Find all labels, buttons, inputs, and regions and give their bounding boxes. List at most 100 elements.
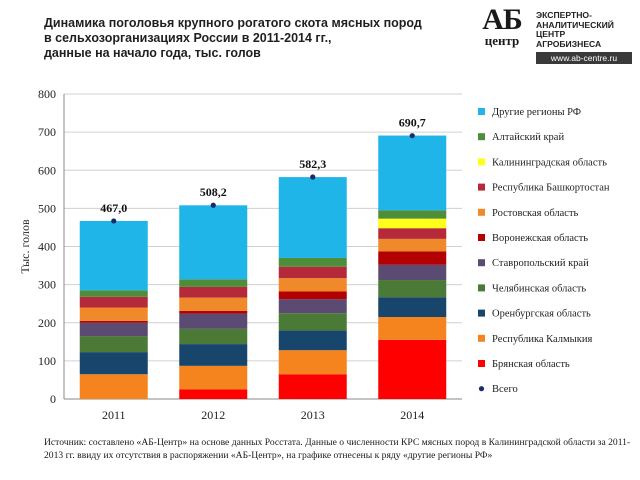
legend-label: Ставропольский край bbox=[492, 258, 589, 269]
legend-swatch bbox=[478, 133, 485, 141]
bar-segment bbox=[79, 220, 148, 291]
legend-label: Воронежская область bbox=[492, 233, 588, 244]
source-note: Источник: составлено «АБ-Центр» на основ… bbox=[44, 437, 631, 461]
chart-title-line-3: данные на начало года, тыс. голов bbox=[44, 46, 261, 60]
y-tick-label: 700 bbox=[38, 125, 56, 139]
logo-desc-line-1: ЭКСПЕРТНО- bbox=[536, 10, 592, 20]
legend-label: Республика Башкортостан bbox=[492, 183, 610, 194]
legend-swatch bbox=[478, 259, 485, 267]
logo-description: ЭКСПЕРТНО- АНАЛИТИЧЕСКИЙ ЦЕНТР АГРОБИЗНЕ… bbox=[536, 10, 636, 49]
total-data-label: 508,2 bbox=[200, 185, 227, 199]
total-data-label: 467,0 bbox=[100, 201, 127, 215]
legend-swatch bbox=[478, 234, 485, 241]
legend-marker-total bbox=[478, 386, 485, 392]
y-tick-label: 500 bbox=[38, 201, 56, 215]
bar-segment bbox=[278, 291, 347, 300]
total-point bbox=[111, 218, 117, 224]
y-tick-label: 300 bbox=[38, 278, 56, 292]
bar-segment bbox=[378, 280, 447, 298]
bar-segment bbox=[278, 177, 347, 258]
total-point bbox=[409, 133, 415, 139]
legend-swatch bbox=[478, 309, 485, 317]
bar-segment bbox=[179, 286, 248, 298]
chart-title: Динамика поголовья крупного рогатого ско… bbox=[44, 16, 444, 61]
legend-label: Челябинская область bbox=[492, 283, 586, 294]
bar-segment bbox=[278, 278, 347, 292]
bar-segment bbox=[278, 374, 347, 399]
bar-segment bbox=[79, 352, 148, 375]
legend-swatch bbox=[478, 158, 485, 166]
x-tick-label: 2012 bbox=[201, 408, 225, 422]
bar-segment bbox=[79, 336, 148, 353]
bar-segment bbox=[79, 290, 148, 297]
legend-swatch bbox=[478, 284, 485, 292]
y-tick-label: 0 bbox=[50, 392, 56, 406]
total-point bbox=[210, 202, 216, 208]
bar-segment bbox=[378, 297, 447, 318]
bar-segment bbox=[278, 350, 347, 375]
y-tick-label: 100 bbox=[38, 354, 56, 368]
logo-desc-line-4: АГРОБИЗНЕСА bbox=[536, 38, 602, 49]
logo-mark-top: АБ bbox=[482, 3, 523, 36]
bar-segment bbox=[278, 257, 347, 267]
bar-segment bbox=[79, 296, 148, 308]
bar-segment bbox=[378, 238, 447, 252]
x-tick-label: 2013 bbox=[301, 408, 325, 422]
bar-segment bbox=[378, 264, 447, 281]
y-tick-label: 200 bbox=[38, 316, 56, 330]
legend-label: Оренбургская область bbox=[492, 309, 591, 320]
logo-desc-line-2: АНАЛИТИЧЕСКИЙ bbox=[536, 19, 614, 30]
y-tick-label: 600 bbox=[38, 163, 56, 177]
bar-segment bbox=[378, 135, 447, 211]
bar-segment bbox=[179, 313, 248, 329]
logo-mark-bottom: центр bbox=[484, 33, 520, 48]
x-tick-label: 2011 bbox=[102, 408, 126, 422]
legend-swatch bbox=[478, 334, 485, 342]
bar-segment bbox=[179, 365, 248, 390]
bar-segment bbox=[179, 344, 248, 366]
chart-title-line-2: в сельхозорганизациях России в 2011-2014… bbox=[44, 31, 332, 45]
legend-swatch bbox=[478, 183, 485, 191]
bar-segment bbox=[378, 218, 447, 229]
bar-segment bbox=[79, 374, 148, 399]
bar-segment bbox=[179, 328, 248, 345]
legend-label: Ростовская область bbox=[492, 208, 579, 219]
logo-url: www.ab-centre.ru bbox=[536, 52, 632, 64]
legend-swatch bbox=[478, 208, 485, 216]
bar-segment bbox=[179, 389, 248, 399]
bar-segment bbox=[179, 205, 248, 280]
logo-desc-line-3: ЦЕНТР bbox=[536, 29, 566, 40]
logo-mark: АБ центр bbox=[470, 3, 534, 48]
chart-title-line-1: Динамика поголовья крупного рогатого ско… bbox=[44, 16, 422, 30]
y-axis-label: Тыс. голов bbox=[18, 219, 32, 274]
bar-segment bbox=[179, 279, 248, 287]
bar-segment bbox=[378, 317, 447, 340]
legend-swatch bbox=[478, 108, 485, 115]
legend-label: Республика Калмыкия bbox=[492, 334, 592, 345]
legend-label: Брянская область bbox=[492, 359, 570, 370]
bar-segment bbox=[278, 330, 347, 351]
bar-segment bbox=[179, 310, 248, 314]
y-tick-label: 800 bbox=[38, 87, 56, 101]
y-tick-label: 400 bbox=[38, 240, 56, 254]
bar-segment bbox=[179, 297, 248, 311]
x-tick-label: 2014 bbox=[400, 408, 424, 422]
legend-label: Калининградская область bbox=[492, 157, 607, 168]
legend-swatch bbox=[478, 360, 485, 367]
total-data-label: 582,3 bbox=[299, 157, 326, 171]
bar-segment bbox=[278, 266, 347, 279]
legend-label: Всего bbox=[492, 384, 518, 395]
legend-label: Алтайский край bbox=[492, 132, 564, 143]
bar-segment bbox=[378, 228, 447, 239]
total-data-label: 690,7 bbox=[399, 116, 426, 130]
ab-centre-logo: АБ центр ЭКСПЕРТНО- АНАЛИТИЧЕСКИЙ ЦЕНТР … bbox=[470, 3, 636, 64]
total-point bbox=[310, 174, 316, 180]
bar-segment bbox=[378, 210, 447, 219]
legend-label: Другие регионы РФ bbox=[492, 107, 581, 118]
bar-segment bbox=[79, 307, 148, 321]
bar-segment bbox=[278, 313, 347, 331]
bar-segment bbox=[378, 339, 447, 399]
bar-segment bbox=[79, 322, 148, 337]
bar-segment bbox=[378, 251, 447, 265]
